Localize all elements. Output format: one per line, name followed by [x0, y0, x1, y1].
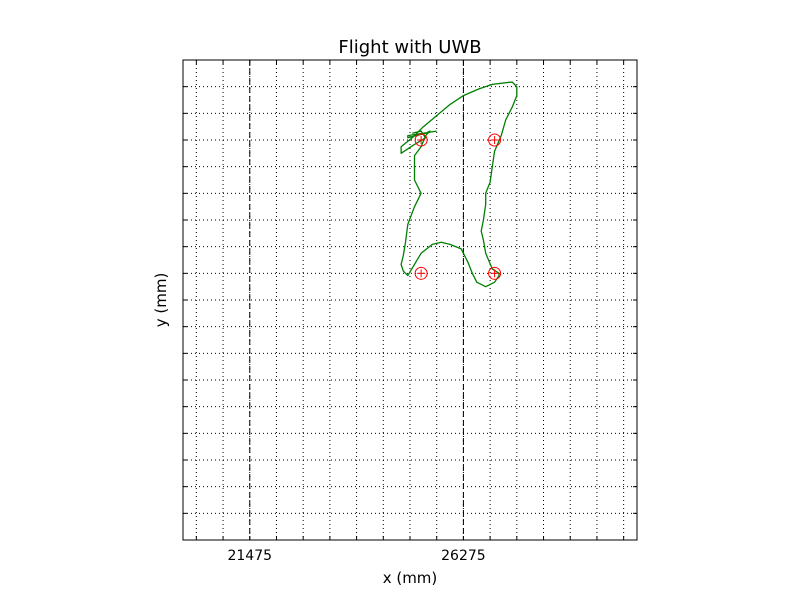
waypoint-marker [414, 266, 428, 280]
x-tick-label: 26275 [441, 548, 486, 564]
x-axis-label: x (mm) [383, 569, 438, 587]
chart-title: Flight with UWB [338, 37, 481, 58]
x-tick-label: 21475 [227, 548, 272, 564]
grid [183, 59, 637, 540]
ticks: 21475 26275 [183, 59, 637, 564]
waypoint-circle [414, 266, 428, 280]
reference-lines [249, 60, 464, 540]
waypoint-circle [488, 266, 502, 280]
waypoint-marker [488, 133, 502, 147]
waypoint-circle [488, 133, 502, 147]
waypoint-marker [488, 266, 502, 280]
marker-layer [414, 133, 502, 280]
trajectory-line [400, 81, 518, 288]
plot-frame [182, 59, 638, 541]
waypoint-circle [414, 133, 428, 147]
waypoint-marker [414, 133, 428, 147]
series-layer [400, 81, 518, 288]
y-axis-label: y (mm) [152, 273, 170, 328]
